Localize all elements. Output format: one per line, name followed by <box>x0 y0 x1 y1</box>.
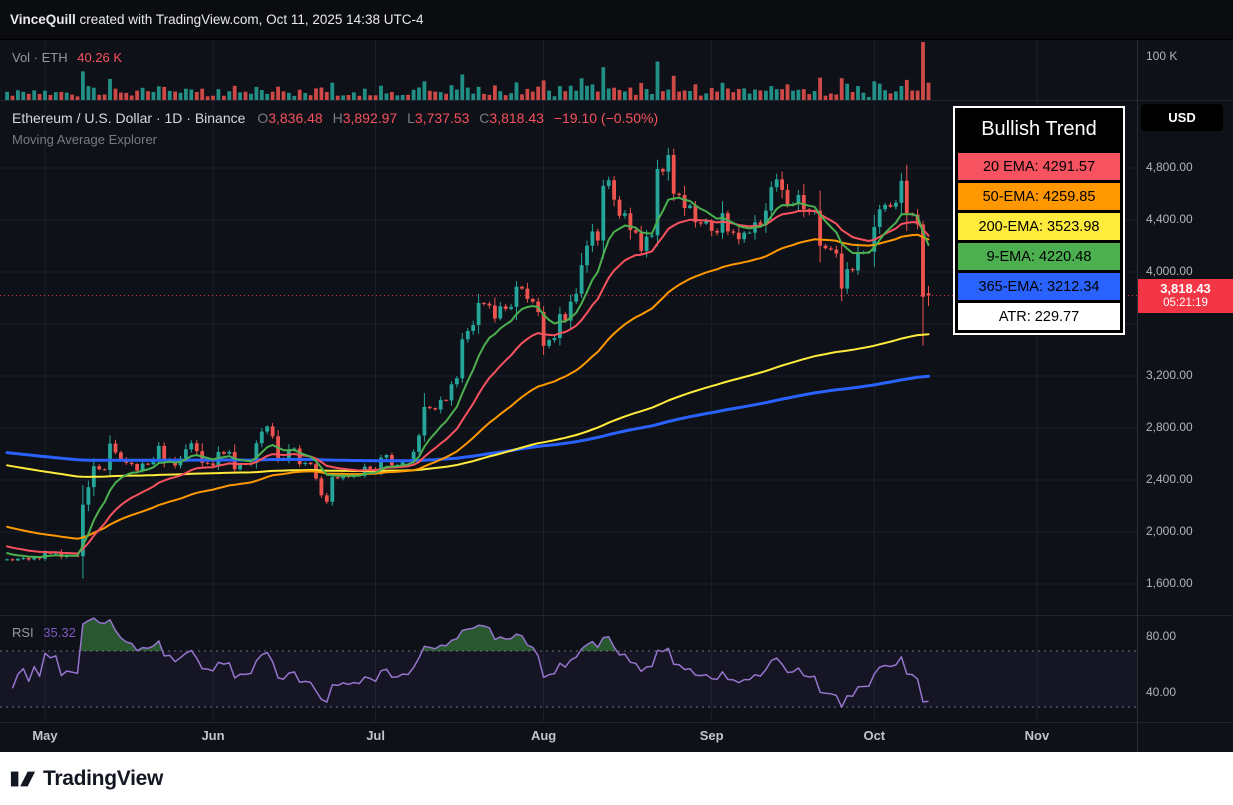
legend-row: 9-EMA: 4220.48 <box>958 243 1120 270</box>
chart-plot[interactable] <box>0 40 1137 752</box>
low-label: L <box>407 110 415 126</box>
price-tick: 2,400.00 <box>1146 472 1193 486</box>
currency-button[interactable]: USD <box>1141 104 1223 131</box>
legend-rows: 20 EMA: 4291.57 50-EMA: 4259.85 200-EMA: 3… <box>955 153 1123 330</box>
open-value: 3,836.48 <box>268 110 323 126</box>
close-value: 3,818.43 <box>489 110 544 126</box>
price-axis-border <box>1137 40 1138 752</box>
attribution-bar: VinceQuill created with TradingView.com,… <box>0 0 1233 40</box>
low-value: 3,737.53 <box>414 110 470 126</box>
volume-indicator-legend[interactable]: Vol · ETH 40.26 K <box>12 50 122 65</box>
volume-indicator-title: Vol · ETH <box>12 50 68 65</box>
price-tick: 3,200.00 <box>1146 368 1193 382</box>
open-label: O <box>257 110 269 126</box>
price-tick: 1,600.00 <box>1146 576 1193 590</box>
close-label: C <box>479 110 490 126</box>
change-value: −19.10 (−0.50%) <box>553 110 659 126</box>
rsi-tick: 40.00 <box>1146 685 1177 699</box>
price-tick: 2,800.00 <box>1146 420 1193 434</box>
time-axis-label: Jul <box>366 728 385 743</box>
time-axis-label: Aug <box>530 728 557 743</box>
time-axis-label: May <box>32 728 58 743</box>
last-price: 3,818.43 <box>1160 280 1211 296</box>
rsi-indicator-legend[interactable]: RSI 35.32 <box>12 625 76 640</box>
time-axis[interactable]: May Jun Jul Aug Sep Oct Nov <box>0 722 1137 752</box>
pane-separator <box>0 722 1233 723</box>
rsi-tick: 80.00 <box>1146 629 1177 643</box>
price-tag: 3,818.43 05:21:19 <box>1138 278 1233 313</box>
legend-row: 365-EMA: 3212.34 <box>958 273 1120 300</box>
symbol-title[interactable]: Ethereum / U.S. Dollar · 1D · Binance <box>12 110 246 126</box>
price-axis[interactable]: USD 3,818.43 05:21:19 4,800.00 4,400.00 4,… <box>1138 40 1233 752</box>
attribution-text: created with TradingView.com, Oct 11, 20… <box>75 12 424 27</box>
legend-row: ATR: 229.77 <box>958 303 1120 330</box>
ema-legend-box: Bullish Trend 20 EMA: 4291.57 50-EMA: 425… <box>953 106 1125 335</box>
price-tick: 4,400.00 <box>1146 212 1193 226</box>
price-tick: 4,800.00 <box>1146 160 1193 174</box>
chart-area: Vol · ETH 40.26 K Ethereum / U.S. Dollar… <box>0 40 1233 752</box>
pane-separator[interactable] <box>0 615 1233 616</box>
time-axis-label: Sep <box>699 728 724 743</box>
price-tick: 4,000.00 <box>1146 264 1193 278</box>
time-axis-label: Oct <box>863 728 886 743</box>
symbol-header[interactable]: Ethereum / U.S. Dollar · 1D · Binance O3… <box>12 110 658 126</box>
high-value: 3,892.97 <box>342 110 398 126</box>
footer: TradingView <box>0 752 1233 805</box>
legend-row: 200-EMA: 3523.98 <box>958 213 1120 240</box>
trend-status: Bullish Trend <box>981 117 1097 140</box>
rsi-value: 35.32 <box>43 625 76 640</box>
tradingview-logo[interactable] <box>10 766 36 792</box>
pane-separator[interactable] <box>0 100 1233 101</box>
bar-countdown: 05:21:19 <box>1163 296 1208 309</box>
volume-value: 40.26 K <box>77 50 123 65</box>
volume-tick: 100 K <box>1146 49 1178 63</box>
high-label: H <box>332 110 343 126</box>
rsi-indicator-title: RSI <box>12 625 34 640</box>
attribution-author: VinceQuill <box>10 12 76 27</box>
legend-row: 50-EMA: 4259.85 <box>958 183 1120 210</box>
tradingview-wordmark[interactable]: TradingView <box>43 766 164 790</box>
indicator-title[interactable]: Moving Average Explorer <box>12 132 158 147</box>
time-axis-label: Jun <box>201 728 225 743</box>
time-axis-label: Nov <box>1024 728 1050 743</box>
price-tick: 2,000.00 <box>1146 524 1193 538</box>
legend-row: 20 EMA: 4291.57 <box>958 153 1120 180</box>
